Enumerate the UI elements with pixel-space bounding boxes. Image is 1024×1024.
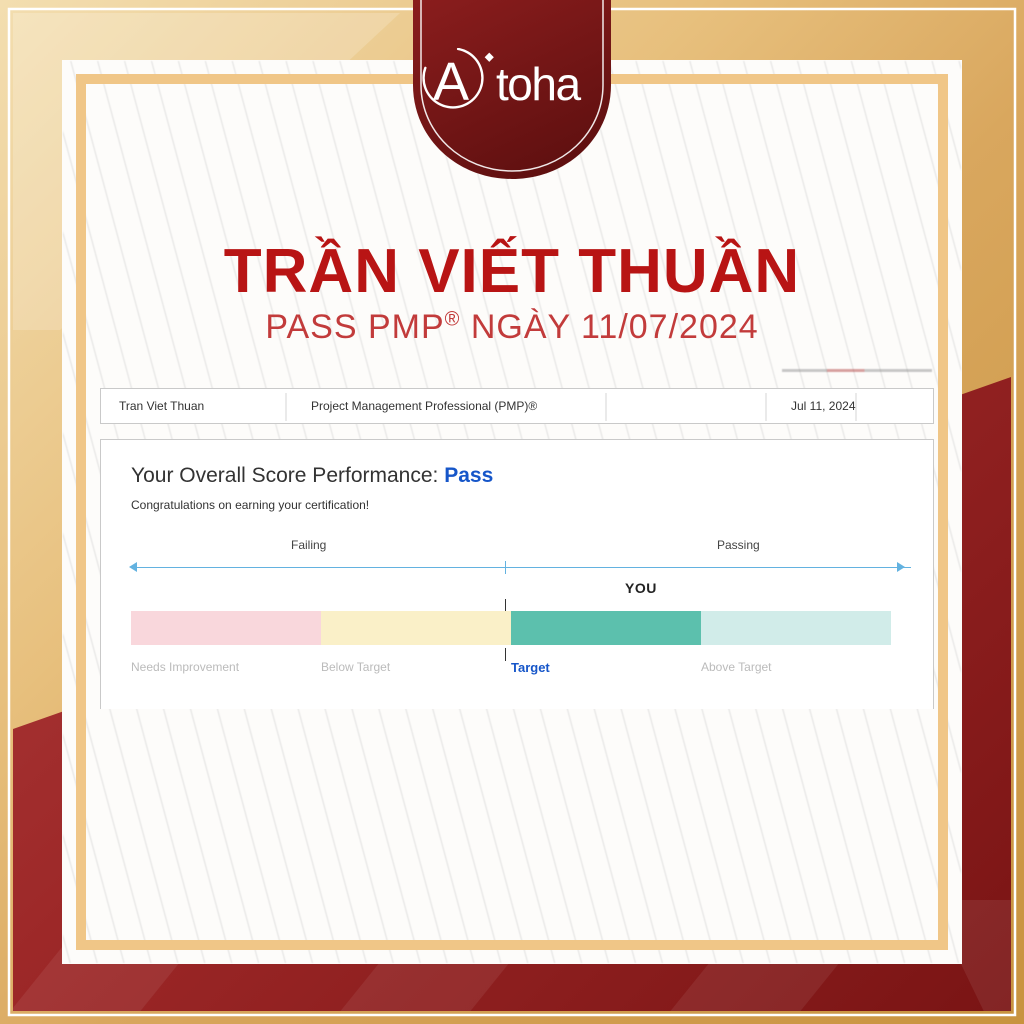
svg-text:A: A — [433, 52, 469, 112]
svg-text:toha: toha — [496, 58, 581, 110]
